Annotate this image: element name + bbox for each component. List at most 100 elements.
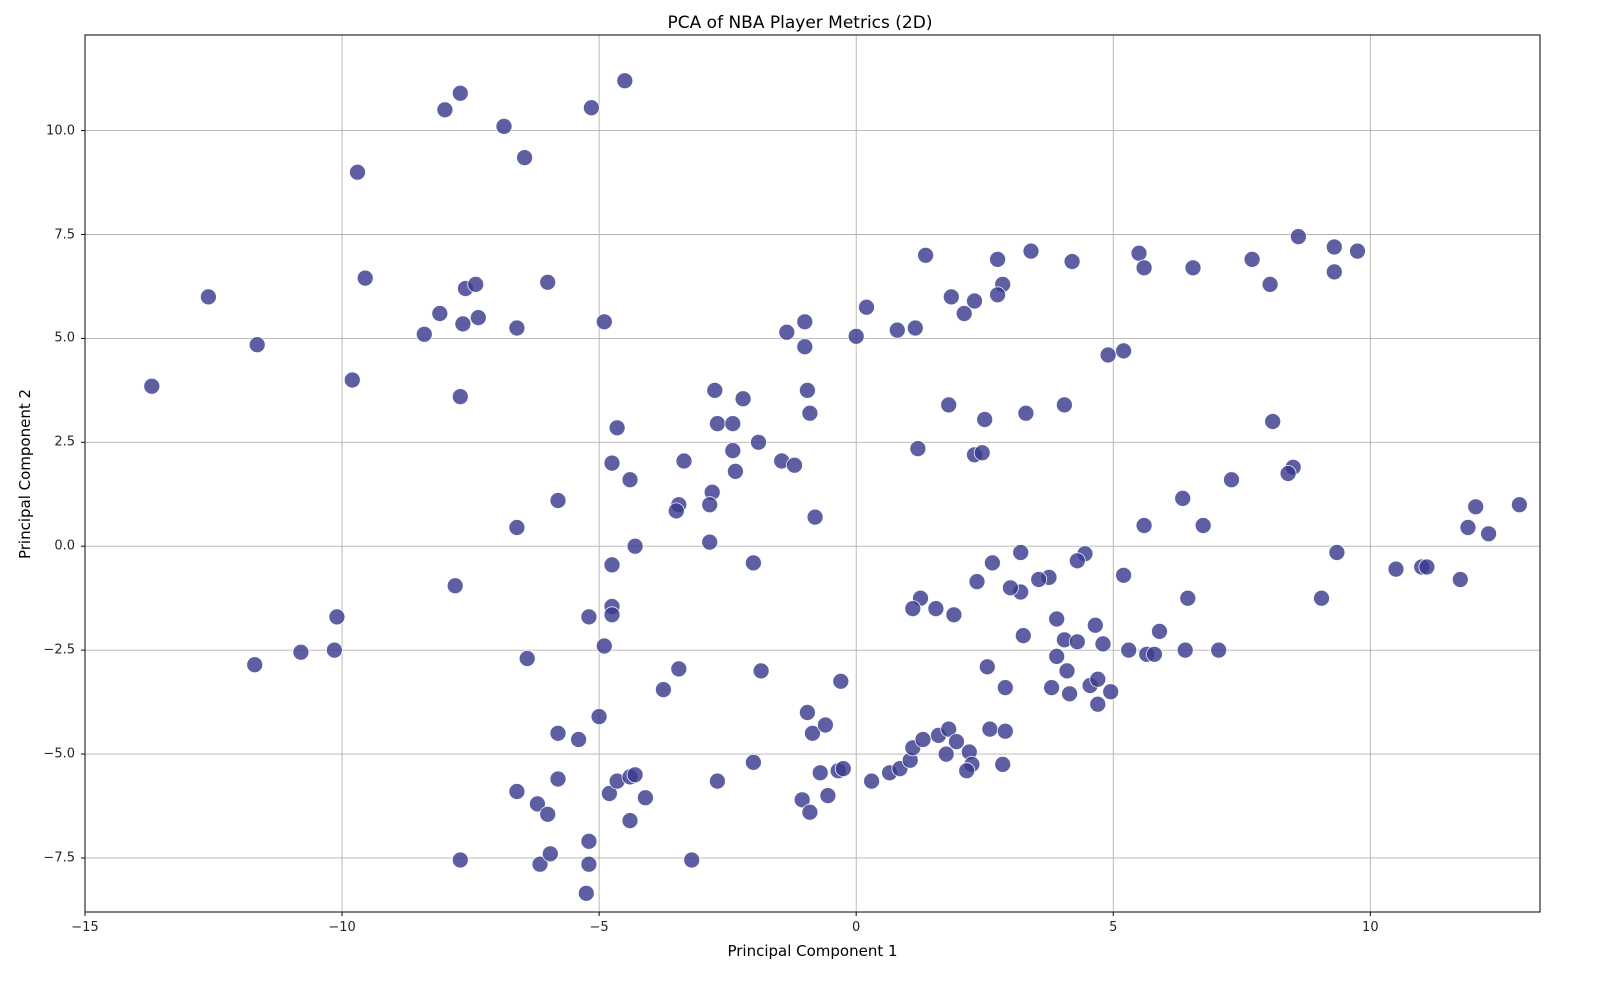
data-point [595,637,613,655]
data-point [621,812,639,829]
data-point [508,519,526,536]
data-point [917,246,934,264]
data-point [1099,346,1117,364]
data-point [724,442,742,460]
x-tick-label: 10 [1362,920,1379,935]
data-point [451,84,469,102]
data-point [469,309,487,327]
data-point [834,760,852,777]
data-point [801,803,819,821]
data-point [909,440,927,458]
data-point [1056,396,1073,414]
data-point [817,716,834,734]
data-point [1115,566,1132,584]
data-point [549,770,567,788]
data-point [1223,471,1240,489]
data-point [325,641,343,659]
data-point [1243,250,1261,268]
data-point [724,415,742,433]
data-point [1194,517,1212,534]
data-point [734,390,752,408]
data-point [508,783,526,800]
data-point [467,275,485,293]
y-tick-label: −7.5 [43,850,75,866]
tick-marks [81,130,1371,916]
data-point [937,745,955,763]
data-point [701,533,719,551]
data-point [495,118,513,135]
data-point [583,99,600,117]
data-point [1135,259,1153,277]
data-point [577,884,595,902]
data-point [1151,623,1168,640]
data-point [248,336,266,354]
data-point [621,471,639,489]
data-point [958,762,976,780]
data-point [847,327,865,345]
x-tick-label: 5 [1109,920,1118,935]
data-point [978,658,996,676]
y-axis-label: Principal Component 2 [16,388,34,560]
data-point [989,286,1006,304]
data-point [683,851,701,869]
data-point [518,650,536,667]
data-point [955,305,973,322]
data-point [1089,695,1107,713]
y-tick-label: 2.5 [54,434,75,450]
data-point [328,608,346,626]
data-point [745,554,762,572]
data-point [945,606,963,624]
grid-lines [84,35,1540,912]
data-point [1349,242,1366,260]
data-point [796,338,814,356]
data-point [1325,263,1343,281]
data-point [1313,589,1330,607]
data-point [601,785,618,802]
data-point [1048,610,1066,628]
data-point [516,149,533,167]
data-point [1115,342,1132,360]
data-point [616,72,634,90]
data-point [675,452,693,470]
data-point [858,298,875,316]
data-point [655,681,672,698]
y-tick-label: 7.5 [54,227,75,242]
data-point [806,508,824,526]
data-point [1279,465,1297,482]
data-point [1176,641,1194,659]
y-tick-label: −5.0 [43,746,75,762]
data-point [356,269,374,287]
data-point [799,704,816,721]
data-point [199,288,217,306]
data-point [981,720,999,738]
data-point [811,764,829,782]
data-point [1328,544,1346,561]
data-point [436,101,454,119]
data-point [143,377,161,395]
data-point [1068,633,1086,651]
data-point [1014,627,1032,644]
data-points [143,72,1528,902]
data-point [349,163,366,181]
data-point [1264,413,1282,430]
data-point [927,600,945,617]
data-point [966,292,983,310]
data-point [727,462,744,480]
data-point [431,305,449,322]
data-point [1467,498,1485,516]
data-point [1184,259,1202,277]
data-point [989,250,1006,268]
data-point [1022,242,1040,260]
data-point [996,679,1014,696]
data-point [549,492,567,509]
data-point [786,456,803,474]
data-point [940,396,958,414]
data-point [603,556,621,574]
data-point [292,643,310,661]
data-point [549,724,567,742]
data-point [906,319,924,337]
data-point [1043,679,1060,696]
data-point [539,805,557,823]
data-point [832,672,850,690]
